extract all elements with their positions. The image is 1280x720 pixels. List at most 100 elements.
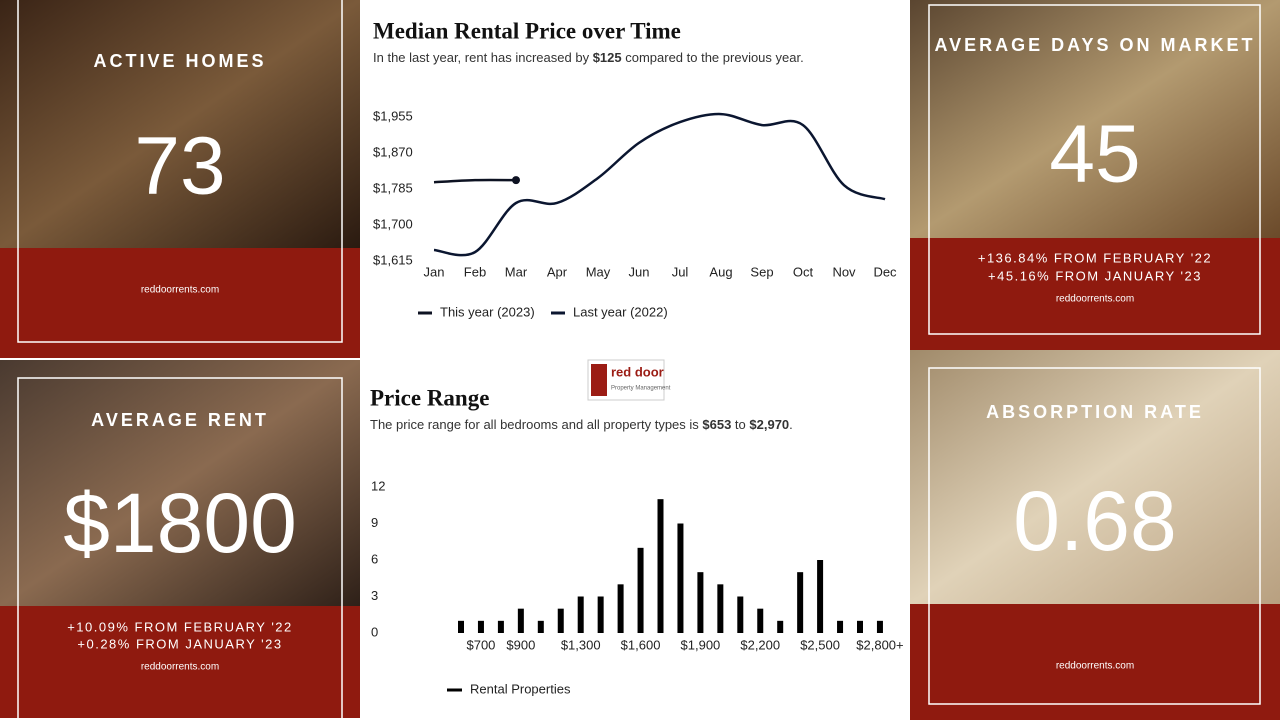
x-tick-label: $1,300 bbox=[561, 637, 601, 652]
bar bbox=[517, 608, 524, 633]
y-tick-label: $1,700 bbox=[373, 216, 413, 231]
legend-label: This year (2023) bbox=[440, 304, 535, 319]
x-tick-label: Jun bbox=[629, 264, 650, 279]
y-tick-label: $1,870 bbox=[373, 144, 413, 159]
card-title: ACTIVE HOMES bbox=[93, 51, 266, 71]
card-note: +136.84% FROM FEBRUARY '22 bbox=[978, 250, 1212, 265]
subtitle-part: to bbox=[731, 417, 749, 432]
card-value: $1800 bbox=[63, 476, 297, 570]
card-band bbox=[910, 238, 1280, 350]
card-image bbox=[0, 0, 360, 248]
bar bbox=[797, 572, 804, 633]
bar bbox=[637, 547, 644, 633]
x-tick-label: $900 bbox=[506, 637, 535, 652]
bar bbox=[657, 499, 664, 633]
subtitle-part: . bbox=[789, 417, 793, 432]
bar bbox=[677, 523, 684, 633]
x-tick-label: $1,900 bbox=[681, 637, 721, 652]
y-tick-label: 9 bbox=[371, 515, 378, 530]
chart-subtitle: The price range for all bedrooms and all… bbox=[370, 417, 793, 432]
card-value: 45 bbox=[1049, 109, 1140, 200]
bar bbox=[757, 608, 764, 633]
card-site: reddoorrents.com bbox=[1056, 294, 1134, 305]
card-frame bbox=[17, 0, 343, 343]
x-tick-label: $2,800+ bbox=[856, 637, 903, 652]
card-note: +10.09% FROM FEBRUARY '22 bbox=[67, 619, 293, 634]
stat-card: ABSORPTION RATE 0.68 reddoorrents.com bbox=[910, 350, 1280, 720]
subtitle-part: compared to the previous year. bbox=[622, 50, 804, 65]
subtitle-part: The price range for all bedrooms and all… bbox=[370, 417, 702, 432]
bar bbox=[777, 620, 784, 633]
card-site: reddoorrents.com bbox=[141, 285, 219, 296]
logo-icon bbox=[591, 364, 607, 396]
x-tick-label: Feb bbox=[464, 264, 486, 279]
x-tick-label: Nov bbox=[832, 264, 856, 279]
chart-title: Median Rental Price over Time bbox=[373, 18, 681, 43]
logo-tagline: Property Management bbox=[611, 386, 671, 392]
card-image bbox=[910, 0, 1280, 238]
card-note: +45.16% FROM JANUARY '23 bbox=[988, 268, 1202, 283]
bar bbox=[857, 620, 863, 633]
y-tick-label: 3 bbox=[371, 588, 378, 603]
card-value: 73 bbox=[134, 121, 225, 212]
subtitle-part: $125 bbox=[593, 50, 622, 65]
y-tick-label: $1,615 bbox=[373, 252, 413, 267]
bar bbox=[717, 584, 724, 633]
chart-title: Price Range bbox=[370, 385, 489, 410]
line-end-marker bbox=[512, 176, 520, 185]
card-title: ABSORPTION RATE bbox=[986, 402, 1204, 422]
y-tick-label: 6 bbox=[371, 551, 378, 566]
card-frame bbox=[17, 377, 343, 720]
subtitle-part: $653 bbox=[702, 417, 731, 432]
x-tick-label: May bbox=[586, 264, 611, 279]
logo: red door Property Management bbox=[587, 359, 671, 401]
subtitle-part: $2,970 bbox=[749, 417, 789, 432]
stat-card: ACTIVE HOMES 73 reddoorrents.com bbox=[0, 0, 360, 358]
bar bbox=[876, 620, 883, 633]
x-tick-label: Apr bbox=[547, 264, 568, 279]
card-band bbox=[0, 606, 360, 718]
bar bbox=[597, 596, 604, 633]
subtitle-part: In the last year, rent has increased by bbox=[373, 50, 593, 65]
line-series bbox=[433, 178, 517, 184]
bar bbox=[697, 572, 704, 633]
bar bbox=[817, 560, 824, 633]
x-tick-label: Jul bbox=[672, 264, 689, 279]
legend-label: Last year (2022) bbox=[573, 304, 668, 319]
card-image bbox=[0, 360, 360, 606]
card-title: AVERAGE DAYS ON MARKET bbox=[934, 35, 1255, 55]
bar bbox=[617, 584, 624, 633]
bar bbox=[737, 596, 744, 633]
bar bbox=[497, 620, 504, 633]
x-tick-label: $700 bbox=[466, 637, 495, 652]
card-note: +0.28% FROM JANUARY '23 bbox=[77, 636, 282, 651]
bar bbox=[577, 596, 584, 633]
card-image bbox=[910, 350, 1280, 604]
bar bbox=[537, 620, 544, 633]
line-series bbox=[433, 112, 886, 257]
x-tick-label: $2,500 bbox=[800, 637, 840, 652]
card-site: reddoorrents.com bbox=[1056, 661, 1134, 672]
y-tick-label: 12 bbox=[371, 478, 385, 493]
x-tick-label: Jan bbox=[424, 264, 445, 279]
x-tick-label: $1,600 bbox=[621, 637, 661, 652]
y-tick-label: $1,955 bbox=[373, 108, 413, 123]
stat-card: AVERAGE RENT $1800 +10.09% FROM FEBRUARY '… bbox=[0, 360, 360, 720]
bar bbox=[477, 620, 484, 633]
stat-card: AVERAGE DAYS ON MARKET 45 +136.84% FROM FE… bbox=[910, 0, 1280, 350]
card-title: AVERAGE RENT bbox=[91, 410, 269, 430]
bar bbox=[837, 620, 844, 633]
x-tick-label: Dec bbox=[873, 264, 897, 279]
bar bbox=[557, 608, 564, 633]
logo-name: red door bbox=[611, 364, 664, 379]
x-tick-label: Sep bbox=[750, 264, 773, 279]
card-frame bbox=[928, 367, 1261, 705]
bar bbox=[458, 620, 464, 633]
y-tick-label: 0 bbox=[371, 624, 378, 639]
x-tick-label: Mar bbox=[505, 264, 528, 279]
y-tick-label: $1,785 bbox=[373, 180, 413, 195]
x-tick-label: Oct bbox=[793, 264, 814, 279]
x-tick-label: Aug bbox=[709, 264, 732, 279]
chart-subtitle: In the last year, rent has increased by … bbox=[373, 50, 804, 65]
